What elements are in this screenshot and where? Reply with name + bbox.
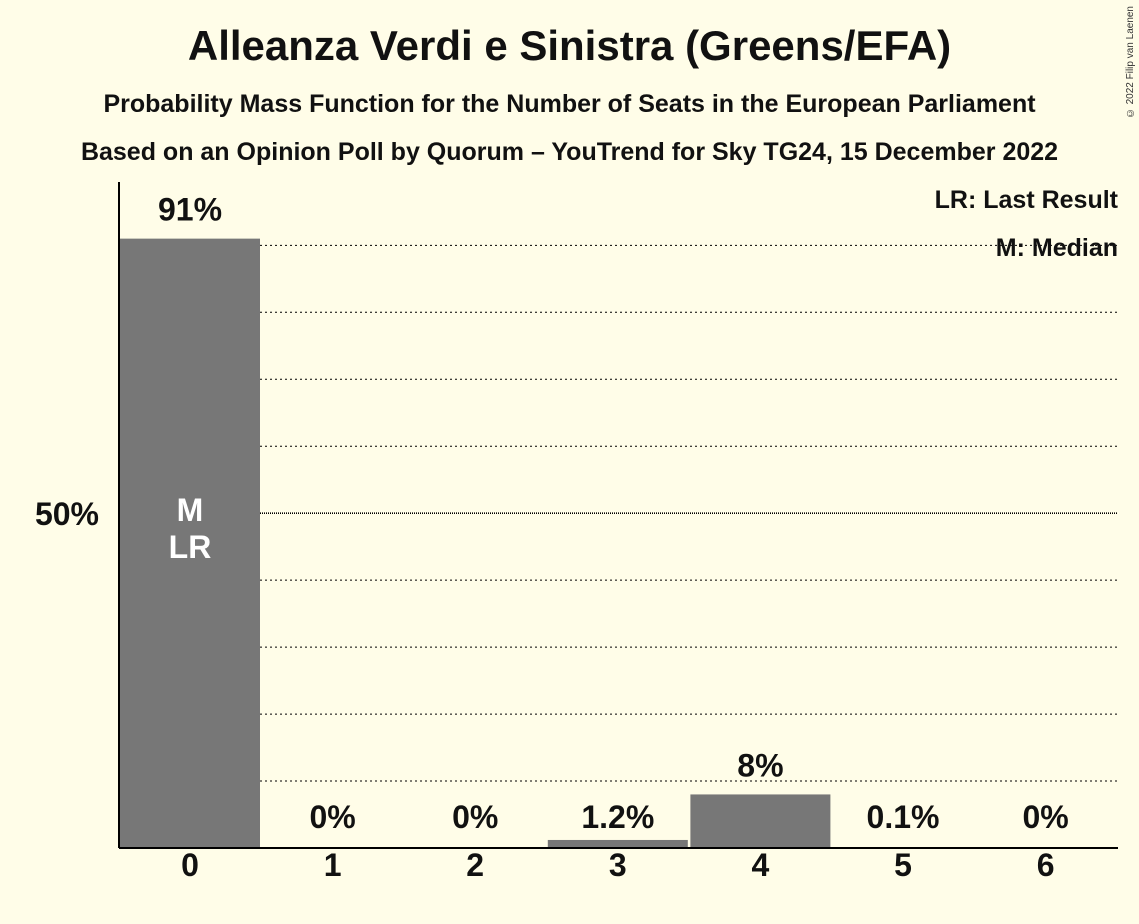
data-label-0: 91% xyxy=(158,192,222,228)
data-label-3: 1.2% xyxy=(581,799,654,835)
x-tick-label-6: 6 xyxy=(1037,847,1055,883)
last-result-marker: LR xyxy=(169,529,212,565)
x-tick-label-5: 5 xyxy=(894,847,912,883)
bar-0 xyxy=(120,238,260,849)
x-tick-label-0: 0 xyxy=(181,847,199,883)
data-label-1: 0% xyxy=(309,799,355,835)
data-label-5: 0.1% xyxy=(867,799,940,835)
data-label-4: 8% xyxy=(737,747,783,783)
x-tick-label-3: 3 xyxy=(609,847,627,883)
legend-last-result: LR: Last Result xyxy=(934,186,1118,214)
chart-subtitle: Probability Mass Function for the Number… xyxy=(103,90,1036,118)
legend-median: M: Median xyxy=(995,234,1118,262)
chart-source: Based on an Opinion Poll by Quorum – You… xyxy=(80,138,1059,166)
bar-4 xyxy=(690,794,831,848)
chart-title: Alleanza Verdi e Sinistra (Greens/EFA) xyxy=(187,22,952,69)
x-tick-label-4: 4 xyxy=(752,847,770,883)
x-tick-label-1: 1 xyxy=(324,847,342,883)
median-marker: M xyxy=(177,492,204,528)
y-tick-label-50: 50% xyxy=(35,496,99,532)
data-label-2: 0% xyxy=(452,799,498,835)
bar-3 xyxy=(547,839,688,848)
x-tick-label-2: 2 xyxy=(466,847,484,883)
data-label-6: 0% xyxy=(1022,799,1068,835)
